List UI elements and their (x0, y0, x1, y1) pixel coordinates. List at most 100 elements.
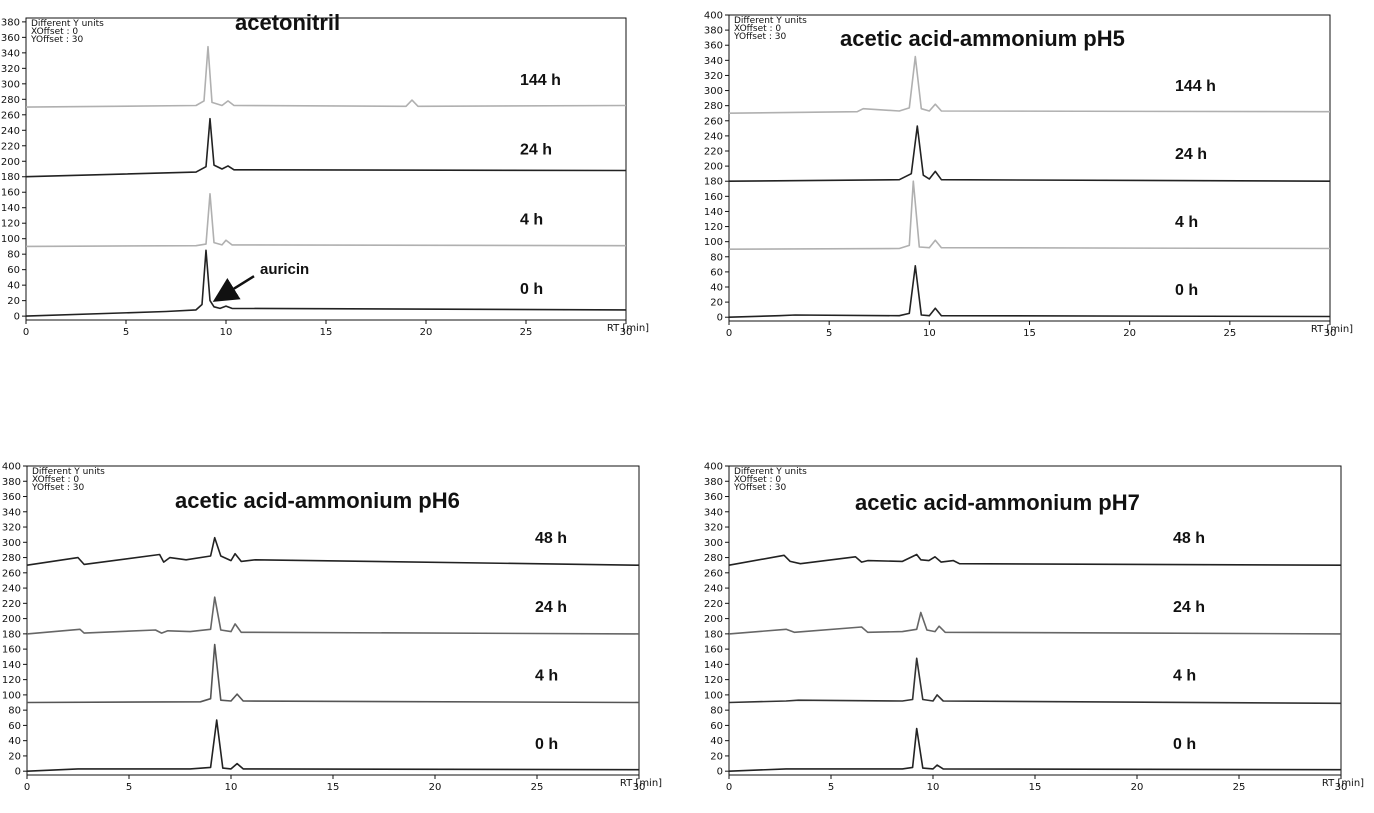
y-tick-label: 60 (8, 721, 21, 732)
x-tick-label: 0 (23, 327, 29, 338)
trace-4h (25, 193, 627, 248)
y-tick-label: 300 (704, 86, 723, 97)
x-tick-label: 25 (1233, 782, 1246, 793)
y-tick-label: 0 (14, 312, 20, 323)
x-tick-label: 30 (620, 327, 633, 338)
trace-label: 24 h (535, 599, 567, 616)
y-tick-label: 140 (1, 203, 20, 214)
y-tick-label: 0 (15, 767, 21, 778)
y-tick-label: 20 (8, 751, 21, 762)
y-tick-label: 280 (704, 101, 723, 112)
trace-label: 4 h (535, 668, 558, 685)
trace-label: 24 h (1175, 146, 1207, 163)
trace-label: 144 h (1175, 78, 1216, 95)
y-tick-label: 240 (1, 126, 20, 137)
y-tick-label: 160 (704, 645, 723, 656)
panel-ph5: 0204060801001201401601802002202402602803… (704, 11, 1353, 340)
x-tick-label: 15 (1029, 782, 1042, 793)
trace-144h (728, 55, 1331, 114)
y-tick-label: 240 (2, 584, 21, 595)
y-tick-label: 340 (2, 507, 21, 518)
x-axis-label: RT [min] (1311, 324, 1353, 335)
trace-0h (25, 249, 627, 317)
x-tick-label: 10 (923, 328, 936, 339)
x-tick-label: 15 (320, 327, 333, 338)
y-tick-label: 320 (2, 523, 21, 534)
y-tick-label: 260 (704, 116, 723, 127)
trace-4h (728, 657, 1342, 705)
y-tick-label: 400 (704, 462, 723, 473)
x-tick-label: 30 (1335, 782, 1348, 793)
trace-24h (26, 596, 640, 635)
trace-label: 0 h (1173, 736, 1196, 753)
y-tick-label: 180 (704, 629, 723, 640)
offset-info: YOffset : 30 (733, 483, 787, 493)
trace-label: 24 h (520, 142, 552, 159)
y-tick-label: 260 (704, 568, 723, 579)
trace-48h (728, 553, 1342, 567)
plot-frame (728, 14, 1331, 322)
trace-label: 48 h (535, 530, 567, 547)
offset-info: XOffset : 0 (734, 24, 781, 34)
y-tick-label: 160 (704, 192, 723, 203)
y-tick-label: 360 (704, 41, 723, 52)
trace-label: 0 h (520, 281, 543, 298)
x-axis-label: RT [min] (620, 778, 662, 789)
y-tick-label: 140 (704, 660, 723, 671)
y-tick-label: 320 (704, 71, 723, 82)
x-tick-label: 25 (520, 327, 533, 338)
x-tick-label: 20 (1131, 782, 1144, 793)
y-tick-label: 140 (704, 207, 723, 218)
x-tick-label: 0 (24, 782, 30, 793)
trace-0h (728, 727, 1342, 772)
offset-info: Different Y units (31, 19, 104, 29)
y-tick-label: 80 (7, 250, 20, 261)
y-tick-label: 180 (1, 172, 20, 183)
trace-48h (26, 536, 640, 566)
trace-4h (26, 643, 640, 704)
y-tick-label: 80 (710, 706, 723, 717)
x-tick-label: 30 (633, 782, 646, 793)
x-tick-label: 10 (225, 782, 238, 793)
trace-4h (728, 180, 1331, 250)
x-tick-label: 5 (123, 327, 129, 338)
offset-info: XOffset : 0 (734, 475, 781, 485)
x-tick-label: 20 (429, 782, 442, 793)
trace-label: 4 h (1173, 668, 1196, 685)
y-tick-label: 240 (704, 584, 723, 595)
y-tick-label: 100 (2, 690, 21, 701)
x-axis-label: RT [min] (1322, 778, 1364, 789)
y-tick-label: 260 (1, 110, 20, 121)
y-tick-label: 360 (2, 492, 21, 503)
y-tick-label: 380 (704, 477, 723, 488)
y-tick-label: 280 (1, 95, 20, 106)
x-tick-label: 20 (1123, 328, 1136, 339)
x-tick-label: 30 (1324, 328, 1337, 339)
x-tick-label: 25 (531, 782, 544, 793)
y-tick-label: 20 (710, 298, 723, 309)
y-tick-label: 20 (710, 751, 723, 762)
y-tick-label: 60 (7, 265, 20, 276)
y-tick-label: 400 (704, 11, 723, 22)
y-tick-label: 340 (1, 48, 20, 59)
trace-24h (728, 611, 1342, 635)
y-tick-label: 140 (2, 660, 21, 671)
y-tick-label: 360 (1, 33, 20, 44)
trace-label: 48 h (1173, 530, 1205, 547)
trace-24h (25, 117, 627, 178)
x-tick-label: 5 (826, 328, 832, 339)
trace-0h (26, 719, 640, 772)
panel-title: acetonitril (235, 10, 340, 35)
y-tick-label: 40 (710, 736, 723, 747)
panel-acetonitril: 0204060801001201401601802002202402602803… (1, 10, 649, 338)
annotation-arrow (212, 275, 255, 302)
y-tick-label: 40 (8, 736, 21, 747)
x-tick-label: 10 (220, 327, 233, 338)
trace-label: 4 h (1175, 214, 1198, 231)
trace-label: 144 h (520, 72, 561, 89)
offset-info: Different Y units (734, 16, 807, 26)
y-tick-label: 220 (704, 147, 723, 158)
y-tick-label: 380 (704, 26, 723, 37)
y-tick-label: 200 (2, 614, 21, 625)
